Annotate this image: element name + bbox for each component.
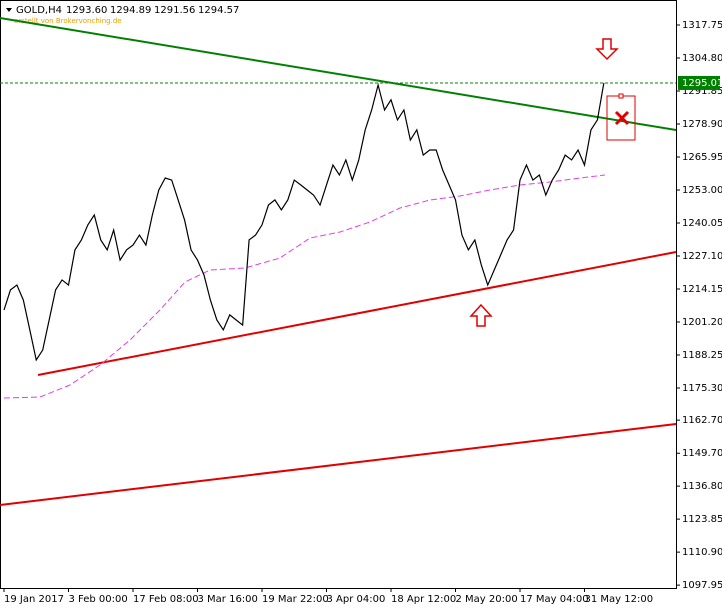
symbol-label: GOLD,H4 bbox=[16, 5, 62, 16]
y-tick-label: 1278.90 bbox=[682, 119, 722, 130]
y-tick-label: 1162.70 bbox=[682, 415, 722, 426]
current-price-label: 1295.01 bbox=[682, 78, 722, 89]
y-tick-label: 1214.15 bbox=[682, 284, 722, 295]
x-tick-label: 31 May 12:00 bbox=[585, 594, 654, 605]
x-tick-label: 3 Feb 00:00 bbox=[69, 594, 128, 605]
y-tick-label: 1227.10 bbox=[682, 251, 722, 262]
support-trendline bbox=[37, 251, 677, 376]
watermark: erstellt von Brokervonching.de bbox=[14, 17, 122, 25]
quote-close: 1294.57 bbox=[198, 5, 239, 16]
y-tick-label: 1317.75 bbox=[682, 20, 722, 31]
y-tick-label: 1188.25 bbox=[682, 350, 722, 361]
y-tick-label: 1110.90 bbox=[682, 547, 722, 558]
y-tick-label: 1149.70 bbox=[682, 448, 722, 459]
y-tick-label: 1201.20 bbox=[682, 317, 722, 328]
y-tick-label: 1253.00 bbox=[682, 185, 722, 196]
channel-line bbox=[0, 423, 677, 506]
y-tick-label: 1265.95 bbox=[682, 152, 722, 163]
x-tick-label: 3 Mar 16:00 bbox=[198, 594, 258, 605]
x-tick-label: 2 May 20:00 bbox=[456, 594, 518, 605]
x-tick-label: 18 Apr 12:00 bbox=[391, 594, 456, 605]
resistance-trendline bbox=[0, 17, 677, 131]
x-tick-label: 17 Feb 08:00 bbox=[133, 594, 199, 605]
y-tick-label: 1175.30 bbox=[682, 383, 722, 394]
menu-triangle[interactable] bbox=[6, 8, 12, 12]
moving-average bbox=[3, 174, 606, 399]
signal-handle bbox=[618, 93, 624, 99]
quote-high: 1294.89 bbox=[110, 5, 151, 16]
current-price-tag bbox=[678, 75, 720, 90]
x-tick-label: 19 Mar 22:00 bbox=[262, 594, 329, 605]
x-tick-label: 19 Jan 2017 bbox=[4, 594, 64, 605]
y-tick-label: 1291.85 bbox=[682, 86, 722, 97]
close-mark bbox=[614, 110, 630, 126]
y-tick-label: 1240.05 bbox=[682, 218, 722, 229]
plot-frame bbox=[0, 0, 677, 589]
x-tick-label: 17 May 04:00 bbox=[520, 594, 589, 605]
down-arrow bbox=[595, 38, 619, 61]
y-tick-label: 1136.80 bbox=[682, 481, 722, 492]
y-tick-label: 1123.85 bbox=[682, 514, 722, 525]
price-line bbox=[3, 82, 605, 362]
up-arrow bbox=[469, 303, 493, 327]
x-tick-label: 3 Apr 04:00 bbox=[327, 594, 386, 605]
y-tick-label: 1304.80 bbox=[682, 53, 722, 64]
quote-open: 1293.60 bbox=[66, 5, 107, 16]
quote-low: 1291.56 bbox=[154, 5, 195, 16]
y-tick-label: 1097.95 bbox=[682, 580, 722, 591]
